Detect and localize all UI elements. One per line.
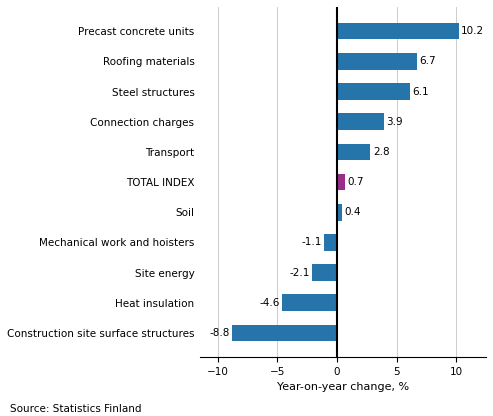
Bar (324, 234, 337, 251)
Text: 3.9: 3.9 (386, 117, 403, 127)
Bar (232, 324, 337, 341)
Bar (337, 174, 346, 191)
Text: 6.1: 6.1 (412, 87, 429, 97)
Text: -8.8: -8.8 (210, 328, 230, 338)
Text: -1.1: -1.1 (301, 238, 321, 248)
Bar (282, 295, 337, 311)
Text: 0.7: 0.7 (348, 177, 364, 187)
Text: 6.7: 6.7 (420, 56, 436, 66)
Bar (337, 144, 370, 160)
X-axis label: Year-on-year change, %: Year-on-year change, % (277, 382, 409, 392)
Bar (337, 204, 342, 220)
Text: 10.2: 10.2 (461, 26, 484, 36)
Text: -4.6: -4.6 (259, 298, 280, 308)
Bar (337, 53, 417, 69)
Bar (337, 23, 458, 40)
Text: 2.8: 2.8 (373, 147, 389, 157)
Text: Source: Statistics Finland: Source: Statistics Finland (10, 404, 141, 414)
Bar (337, 114, 384, 130)
Text: 0.4: 0.4 (344, 207, 361, 217)
Bar (337, 83, 410, 100)
Bar (312, 264, 337, 281)
Text: -2.1: -2.1 (289, 267, 310, 277)
